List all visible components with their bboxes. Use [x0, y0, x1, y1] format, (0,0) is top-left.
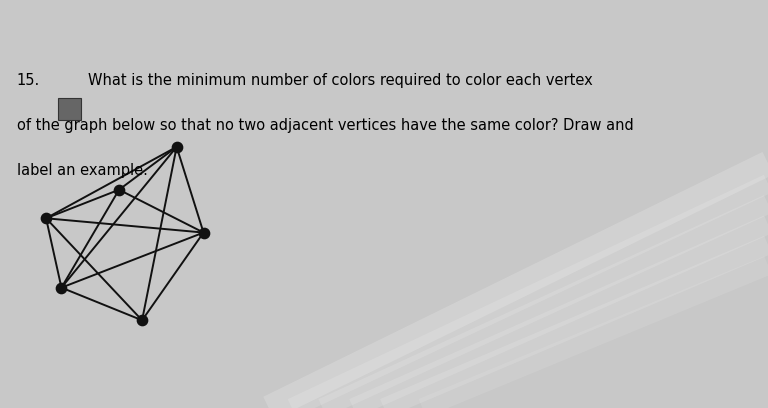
Text: What is the minimum number of colors required to color each vertex: What is the minimum number of colors req…: [88, 73, 593, 89]
Text: 15.: 15.: [17, 73, 40, 89]
Point: [136, 317, 148, 324]
Text: of the graph below so that no two adjacent vertices have the same color? Draw an: of the graph below so that no two adjace…: [17, 118, 634, 133]
Text: label an example.: label an example.: [17, 163, 147, 178]
Point: [40, 215, 52, 222]
Point: [170, 144, 183, 150]
Point: [55, 284, 68, 291]
Point: [113, 186, 125, 193]
FancyBboxPatch shape: [58, 98, 81, 120]
Point: [197, 229, 210, 236]
